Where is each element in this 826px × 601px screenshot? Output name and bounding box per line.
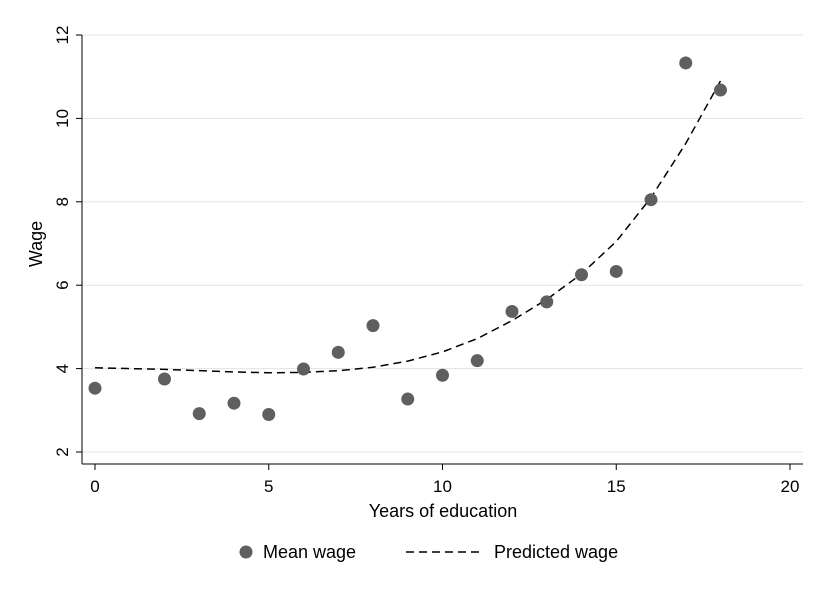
y-tick-label-6: 6 <box>53 280 72 289</box>
mean-wage-point-17 <box>679 56 693 70</box>
mean-wage-point-9 <box>401 392 415 406</box>
legend: Mean wage Predicted wage <box>239 542 618 562</box>
y-tick-label-2: 2 <box>53 447 72 456</box>
mean-wage-point-7 <box>331 345 345 359</box>
mean-wage-point-2 <box>158 372 171 386</box>
mean-wage-point-5 <box>262 407 276 421</box>
x-tick-label-0: 0 <box>90 477 99 496</box>
gridlines <box>82 34 803 453</box>
y-tick-label-12: 12 <box>53 26 72 45</box>
y-tick-label-8: 8 <box>53 197 72 206</box>
x-tick-label-20: 20 <box>781 477 800 496</box>
mean-wage-point-10 <box>436 368 449 382</box>
mean-wage-point-18 <box>714 83 727 97</box>
mean-wage-point-8 <box>366 319 380 333</box>
mean-wage-point-12 <box>505 304 519 318</box>
x-axis-title: Years of education <box>369 501 517 521</box>
mean-wage-point-14 <box>575 268 588 282</box>
predicted-line-layer <box>94 80 722 374</box>
mean-wage-point-15 <box>609 264 623 278</box>
mean-wage-point-0 <box>88 381 102 395</box>
x-tick-label-10: 10 <box>433 477 452 496</box>
predicted-wage-line <box>94 80 722 374</box>
tick-labels: 2 4 6 8 10 12 0 5 10 15 20 <box>53 26 799 496</box>
mean-wage-point-4 <box>227 396 241 410</box>
y-axis-title: Wage <box>26 221 46 267</box>
legend-marker-mean-wage <box>239 545 253 559</box>
y-tick-label-4: 4 <box>53 364 72 373</box>
mean-wage-point-16 <box>644 193 658 207</box>
scatter-points-layer <box>88 56 727 421</box>
mean-wage-point-13 <box>540 295 554 309</box>
x-tick-label-5: 5 <box>264 477 273 496</box>
mean-wage-point-6 <box>297 362 310 376</box>
legend-label-predicted-wage: Predicted wage <box>494 542 618 562</box>
x-tick-label-15: 15 <box>607 477 626 496</box>
mean-wage-point-3 <box>192 407 206 421</box>
y-tick-label-10: 10 <box>53 109 72 128</box>
legend-label-mean-wage: Mean wage <box>263 542 356 562</box>
axes <box>76 34 803 470</box>
mean-wage-point-11 <box>470 354 484 368</box>
